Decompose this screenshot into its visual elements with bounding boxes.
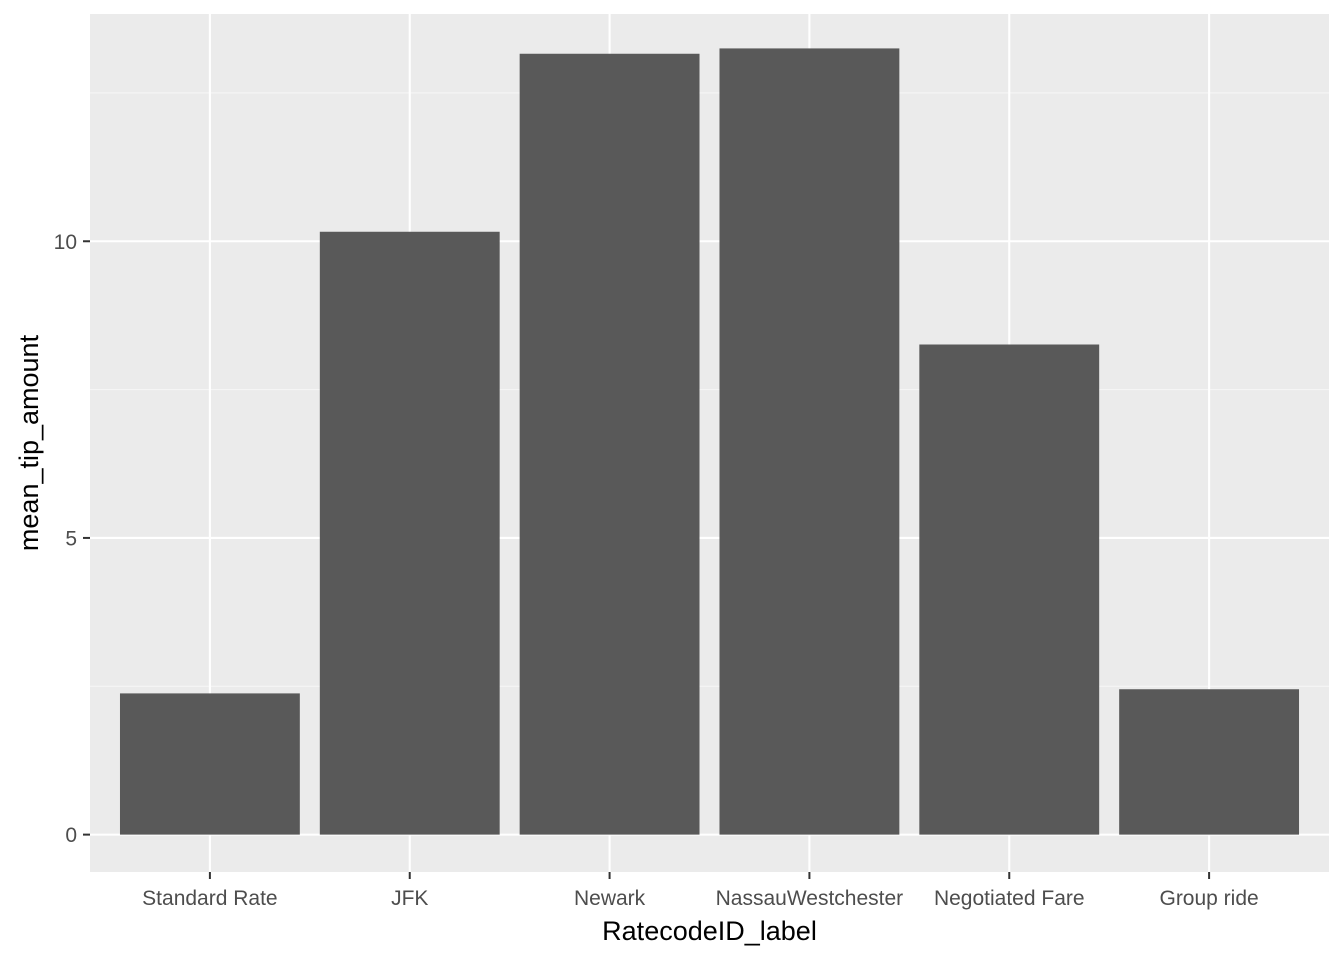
minor-gridlines bbox=[90, 92, 1329, 687]
bar bbox=[919, 344, 1100, 835]
x-tick-label: Newark bbox=[574, 887, 646, 910]
x-tick-label: Group ride bbox=[1159, 887, 1258, 910]
bar bbox=[119, 693, 300, 835]
bars bbox=[119, 48, 1300, 835]
x-tick-label: NassauWestchester bbox=[716, 887, 904, 910]
x-axis: Standard Rate JFK Newark NassauWestchester N… bbox=[142, 872, 1259, 910]
y-tick-label: 0 bbox=[65, 824, 77, 847]
x-tick-label: Standard Rate bbox=[142, 887, 277, 910]
y-axis: 0 5 10 bbox=[54, 231, 90, 847]
x-tick-label: Negotiated Fare bbox=[934, 887, 1085, 910]
bar bbox=[319, 231, 500, 835]
bar bbox=[719, 48, 900, 835]
bar bbox=[1119, 689, 1300, 835]
y-tick-label: 5 bbox=[65, 527, 77, 550]
y-axis-title: mean_tip_amount bbox=[14, 334, 44, 551]
x-axis-title: RatecodeID_label bbox=[602, 916, 817, 946]
bar bbox=[519, 53, 700, 835]
y-tick-label: 10 bbox=[54, 231, 77, 254]
x-tick-label: JFK bbox=[391, 887, 428, 910]
